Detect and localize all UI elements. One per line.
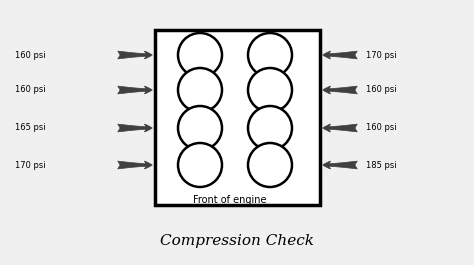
Circle shape xyxy=(178,33,222,77)
Bar xyxy=(155,30,320,205)
Text: 160 psi: 160 psi xyxy=(366,86,397,95)
Circle shape xyxy=(178,106,222,150)
Text: 160 psi: 160 psi xyxy=(366,123,397,132)
Circle shape xyxy=(248,106,292,150)
Text: Front of engine: Front of engine xyxy=(193,195,267,205)
Text: 170 psi: 170 psi xyxy=(366,51,397,60)
Circle shape xyxy=(248,143,292,187)
Text: 165 psi: 165 psi xyxy=(15,123,46,132)
Circle shape xyxy=(178,68,222,112)
Circle shape xyxy=(248,33,292,77)
Circle shape xyxy=(248,68,292,112)
Text: 160 psi: 160 psi xyxy=(15,51,46,60)
Text: Compression Check: Compression Check xyxy=(160,234,314,248)
Text: 160 psi: 160 psi xyxy=(15,86,46,95)
Text: 170 psi: 170 psi xyxy=(15,161,46,170)
Text: 185 psi: 185 psi xyxy=(366,161,397,170)
Circle shape xyxy=(178,143,222,187)
